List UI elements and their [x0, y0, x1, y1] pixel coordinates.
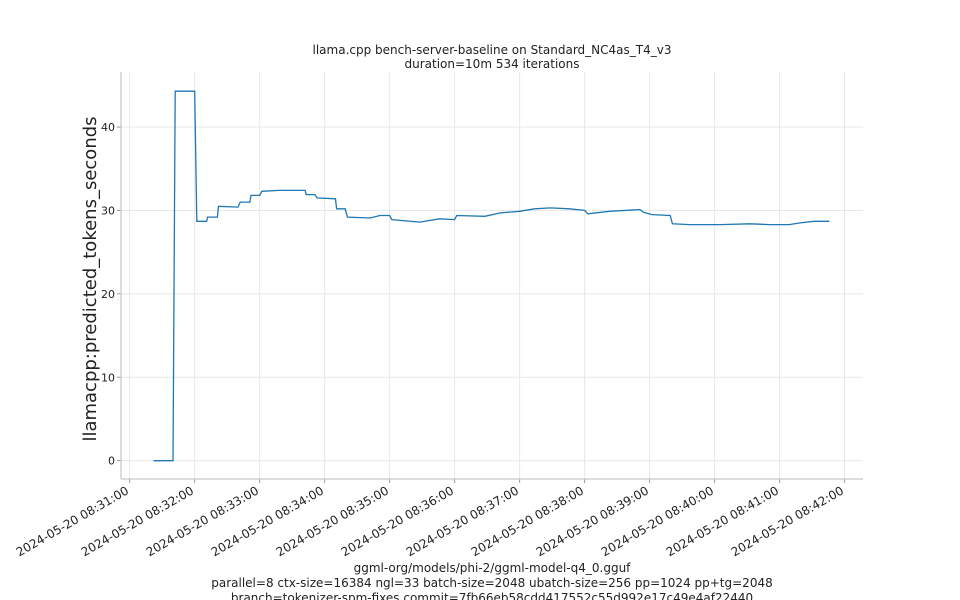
y-tick-label: 40 — [101, 121, 115, 134]
x-tick-label: 2024-05-20 08:35:00 — [274, 483, 391, 559]
y-tick-label: 10 — [101, 371, 115, 384]
x-tick-label: 2024-05-20 08:39:00 — [534, 483, 651, 559]
y-axis-label: llamacpp:predicted_tokens_seconds — [80, 116, 101, 441]
chart-title: duration=10m 534 iterations — [405, 57, 580, 71]
x-tick-label: 2024-05-20 08:41:00 — [664, 483, 781, 559]
x-tick-label: 2024-05-20 08:38:00 — [469, 483, 586, 559]
x-axis-label: branch=tokenizer-spm-fixes commit=7fb66e… — [231, 591, 753, 600]
x-axis-label: parallel=8 ctx-size=16384 ngl=33 batch-s… — [211, 576, 772, 590]
y-tick-label: 20 — [101, 288, 115, 301]
line — [153, 90, 830, 462]
x-tick-label: 2024-05-20 08:31:00 — [14, 483, 131, 559]
chart-title: llama.cpp bench-server-baseline on Stand… — [313, 43, 672, 57]
x-tick-label: 2024-05-20 08:40:00 — [599, 483, 716, 559]
y-tick-label: 30 — [101, 204, 115, 217]
x-tick-label: 2024-05-20 08:33:00 — [144, 483, 261, 559]
x-tick-label: 2024-05-20 08:42:00 — [729, 483, 846, 559]
x-axis-label: ggml-org/models/phi-2/ggml-model-q4_0.gg… — [354, 561, 632, 575]
x-tick-label: 2024-05-20 08:32:00 — [79, 483, 196, 559]
y-tick-label: 0 — [108, 455, 115, 468]
x-tick-label: 2024-05-20 08:34:00 — [209, 483, 326, 559]
x-tick-label: 2024-05-20 08:37:00 — [404, 483, 521, 559]
x-tick-label: 2024-05-20 08:36:00 — [339, 483, 456, 559]
